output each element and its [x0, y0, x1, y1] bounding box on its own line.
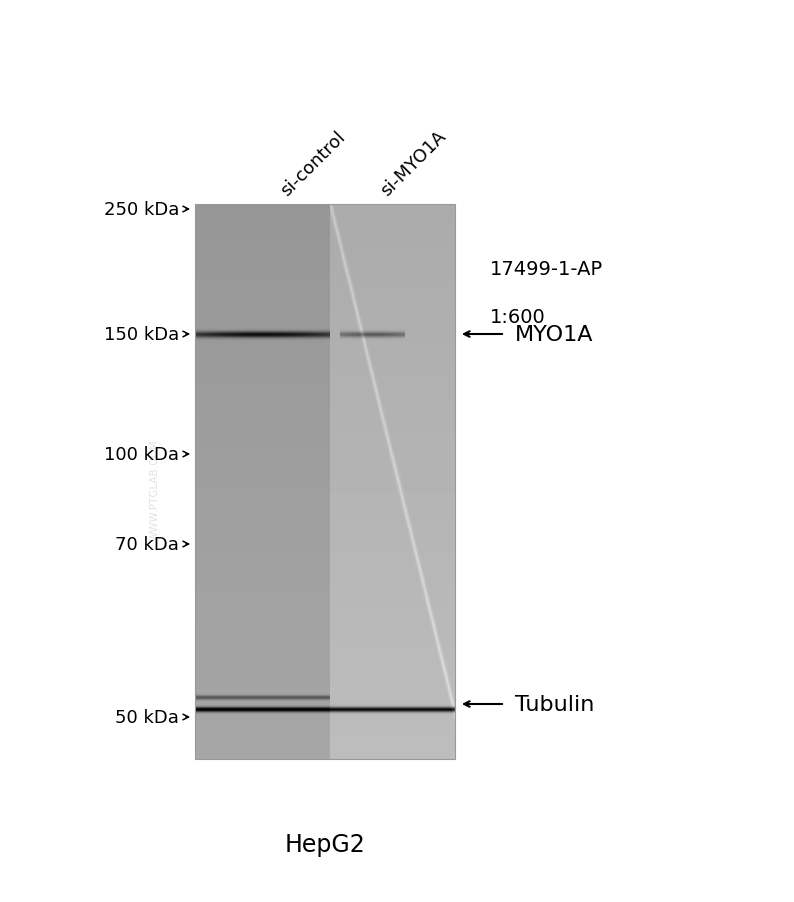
Bar — [195, 205, 455, 759]
Text: 17499-1-AP: 17499-1-AP — [490, 260, 603, 280]
Text: 150 kDa: 150 kDa — [104, 326, 179, 344]
Text: 100 kDa: 100 kDa — [104, 446, 179, 464]
Text: 1:600: 1:600 — [490, 308, 545, 327]
Text: si-MYO1A: si-MYO1A — [377, 127, 449, 199]
Text: HepG2: HepG2 — [284, 832, 365, 856]
Text: 50 kDa: 50 kDa — [115, 708, 179, 726]
Text: Tubulin: Tubulin — [515, 695, 595, 714]
Text: 250 kDa: 250 kDa — [104, 201, 179, 219]
Text: si-control: si-control — [277, 128, 349, 199]
Text: 70 kDa: 70 kDa — [115, 536, 179, 554]
Text: MYO1A: MYO1A — [515, 325, 593, 345]
Text: WWW.PTGLAB.COM: WWW.PTGLAB.COM — [150, 438, 160, 540]
